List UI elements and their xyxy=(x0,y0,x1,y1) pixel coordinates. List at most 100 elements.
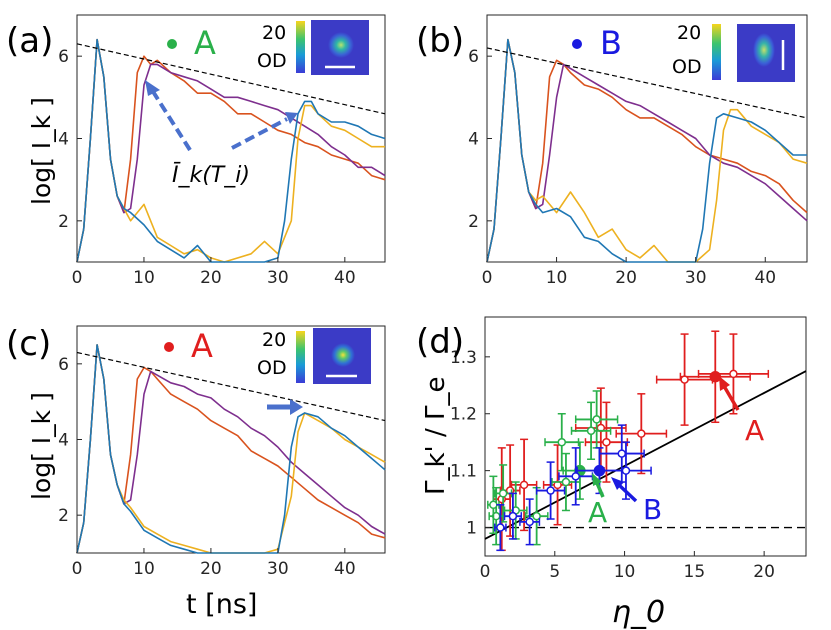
y-tick-label: 2 xyxy=(58,212,69,232)
panel-d-data-points xyxy=(487,330,770,552)
y-axis-label-bottom: log[ I_k ] xyxy=(27,392,56,500)
panel-d: 0 5 10 15 20 1 1.1 1.2 1.3 (d) A A B xyxy=(416,316,807,582)
marker xyxy=(586,426,596,436)
data-point xyxy=(544,412,580,472)
panel-b-condition-label: B xyxy=(600,24,622,62)
x-tick-label: 10 xyxy=(133,268,155,288)
panel-d-label: (d) xyxy=(416,322,464,362)
panel-d-fit-lines xyxy=(484,370,807,540)
marker xyxy=(546,486,555,495)
series-line-blue xyxy=(486,38,807,263)
data-point xyxy=(655,333,714,426)
y-tick-label: 4 xyxy=(58,431,69,451)
marker xyxy=(617,449,627,458)
y-tick-label: 2 xyxy=(58,506,69,526)
marker xyxy=(489,500,498,510)
x-tick-label: 30 xyxy=(267,268,289,288)
panel-d-y-ticks: 1 1.1 1.2 1.3 xyxy=(450,348,490,539)
data-point xyxy=(584,401,629,483)
panel-a: 0 10 20 30 40 2 4 6 (a) A 20 OD Ī_k(T_i) xyxy=(6,14,386,288)
x-tick-label: 15 xyxy=(684,562,706,582)
marker xyxy=(532,511,541,521)
marker xyxy=(637,429,646,438)
y-tick-label: 4 xyxy=(468,130,479,150)
dashed-fit-line xyxy=(76,43,386,115)
x-tick-label: 20 xyxy=(615,268,637,288)
panel-b-atom-cloud xyxy=(753,33,775,67)
x-axis-label: t [ns] xyxy=(186,589,257,620)
data-point xyxy=(503,492,523,540)
panel-c-condition-label: A xyxy=(191,327,213,365)
marker xyxy=(498,489,508,498)
panel-c-arrow xyxy=(267,399,303,415)
marker xyxy=(496,523,505,532)
panel-a-colorbar xyxy=(296,21,305,73)
panel-d-label-b-blue: B xyxy=(643,493,662,526)
marker xyxy=(508,511,518,521)
marker xyxy=(602,437,611,447)
fit-line xyxy=(484,370,807,540)
y-axis-label-top: log[ I_k ] xyxy=(27,97,56,205)
y-tick-label: 6 xyxy=(58,355,69,375)
data-point xyxy=(570,401,612,461)
marker xyxy=(592,415,601,424)
panel-d-x-axis-label: η_0 xyxy=(612,595,665,630)
panel-b-condition-dot xyxy=(572,39,582,49)
panel-a-x-ticks: 0 10 20 30 40 xyxy=(72,257,356,288)
panel-a-dashed-fit xyxy=(76,43,386,115)
data-point xyxy=(679,330,751,424)
marker xyxy=(525,517,534,527)
panel-a-annotation-arrows xyxy=(145,80,298,152)
data-point xyxy=(499,444,521,537)
panel-a-colorbar-max: 20 xyxy=(262,22,286,44)
panel-c-colorbar xyxy=(296,331,305,383)
panel-c-dashed-fit xyxy=(76,351,386,422)
x-tick-label: 30 xyxy=(267,559,289,579)
x-tick-label: 40 xyxy=(334,559,356,579)
panel-d-y-axis-label: Γ_k' / Γ_e xyxy=(421,377,451,495)
panel-a-atom-cloud xyxy=(328,32,354,58)
y-tick-label: 4 xyxy=(58,130,69,150)
panel-b-colorbar xyxy=(712,24,721,80)
panel-b: 0 10 20 30 40 2 4 6 (b) B 20 OD xyxy=(416,14,808,288)
panel-d-plot-frame xyxy=(484,316,807,557)
y-tick-label: 6 xyxy=(468,47,479,67)
x-tick-label: 30 xyxy=(685,268,707,288)
series-line-blue xyxy=(76,344,386,554)
y-tick-label: 1.3 xyxy=(450,348,477,368)
panel-b-colorbar-max: 20 xyxy=(677,22,701,44)
data-point xyxy=(494,504,507,552)
data-point xyxy=(535,461,566,520)
panel-a-condition-dot xyxy=(167,39,177,49)
x-tick-label: 40 xyxy=(754,268,776,288)
data-point xyxy=(524,486,549,546)
dashed-fit-line xyxy=(76,351,386,422)
panel-a-label: (a) xyxy=(6,21,53,61)
panel-b-x-ticks: 0 10 20 30 40 xyxy=(482,257,776,288)
panel-a-condition-label: A xyxy=(194,24,216,62)
x-tick-label: 5 xyxy=(549,562,560,582)
x-tick-label: 10 xyxy=(614,562,636,582)
panel-c-colorbar-max: 20 xyxy=(262,329,286,351)
marker xyxy=(729,369,738,379)
x-tick-label: 0 xyxy=(72,559,83,579)
panel-b-label: (b) xyxy=(416,21,464,61)
panel-b-dashed-fit xyxy=(486,47,808,119)
data-point xyxy=(615,393,668,475)
x-tick-label: 10 xyxy=(546,268,568,288)
panel-a-colorbar-label: OD xyxy=(257,50,287,72)
panel-c-colorbar-label: OD xyxy=(257,357,287,379)
marker xyxy=(557,437,567,447)
x-tick-label: 20 xyxy=(753,562,775,582)
panel-b-colorbar-label: OD xyxy=(672,56,702,78)
x-tick-label: 0 xyxy=(482,268,493,288)
panel-c-x-ticks: 0 10 20 30 40 xyxy=(72,548,356,579)
marker xyxy=(561,477,571,487)
panel-c-y-ticks: 2 4 6 xyxy=(58,355,82,526)
dashed-fit-line xyxy=(486,47,808,119)
data-point xyxy=(598,424,645,483)
panel-d-label-arrows xyxy=(592,376,740,503)
panel-c-label: (c) xyxy=(6,324,51,364)
panel-a-annotation-text: Ī_k(T_i) xyxy=(172,163,250,188)
marker xyxy=(571,472,580,481)
